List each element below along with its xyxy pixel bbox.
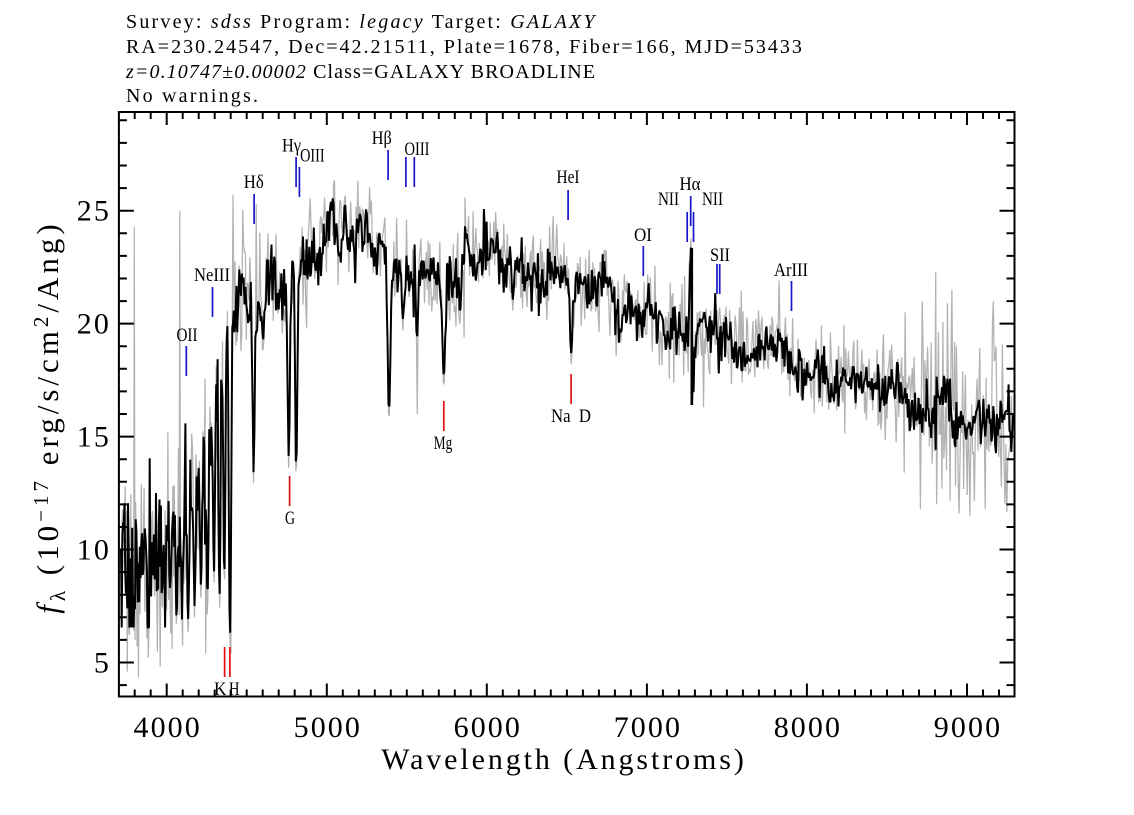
svg-text:10: 10 bbox=[77, 534, 111, 567]
svg-text:z=0.10747±0.00002 Class=GALAXY: z=0.10747±0.00002 Class=GALAXY BROADLINE bbox=[125, 61, 596, 83]
svg-text:OII: OII bbox=[177, 325, 198, 346]
svg-text:H: H bbox=[229, 679, 240, 700]
svg-text:SII: SII bbox=[710, 245, 730, 266]
svg-text:fλ (10−17 erg/s/cm2/Ang): fλ (10−17 erg/s/cm2/Ang) bbox=[29, 220, 70, 614]
svg-text:8000: 8000 bbox=[774, 711, 842, 744]
svg-text:4000: 4000 bbox=[133, 711, 201, 744]
svg-text:Hδ: Hδ bbox=[244, 172, 264, 193]
svg-text:6000: 6000 bbox=[454, 711, 522, 744]
svg-text:Hβ: Hβ bbox=[372, 128, 392, 149]
svg-text:G: G bbox=[285, 508, 295, 529]
svg-text:5000: 5000 bbox=[294, 711, 362, 744]
svg-text:K: K bbox=[214, 679, 227, 700]
svg-text:25: 25 bbox=[77, 195, 111, 228]
svg-text:No warnings.: No warnings. bbox=[126, 85, 260, 107]
svg-text:OIII: OIII bbox=[300, 146, 325, 167]
svg-text:Hγ: Hγ bbox=[282, 136, 301, 157]
svg-text:9000: 9000 bbox=[934, 711, 1002, 744]
svg-text:Hα: Hα bbox=[680, 174, 701, 195]
svg-text:Mg: Mg bbox=[434, 433, 453, 454]
svg-text:Wavelength (Angstroms): Wavelength (Angstroms) bbox=[381, 743, 747, 776]
svg-text:15: 15 bbox=[77, 421, 111, 454]
svg-text:5: 5 bbox=[94, 647, 111, 680]
svg-text:ArIII: ArIII bbox=[774, 260, 808, 281]
svg-text:20: 20 bbox=[77, 308, 111, 341]
svg-text:7000: 7000 bbox=[614, 711, 682, 744]
svg-text:NeIII: NeIII bbox=[194, 265, 230, 286]
svg-text:HeI: HeI bbox=[557, 167, 580, 188]
svg-text:NII: NII bbox=[658, 189, 679, 210]
svg-text:NII: NII bbox=[702, 189, 723, 210]
svg-text:OI: OI bbox=[634, 225, 652, 246]
svg-text:OIII: OIII bbox=[405, 139, 430, 160]
svg-text:Na D: Na D bbox=[551, 406, 591, 427]
svg-text:RA=230.24547, Dec=42.21511, Pl: RA=230.24547, Dec=42.21511, Plate=1678, … bbox=[126, 36, 804, 58]
svg-text:Survey: sdss Program: legacy T: Survey: sdss Program: legacy Target: GAL… bbox=[126, 11, 597, 33]
